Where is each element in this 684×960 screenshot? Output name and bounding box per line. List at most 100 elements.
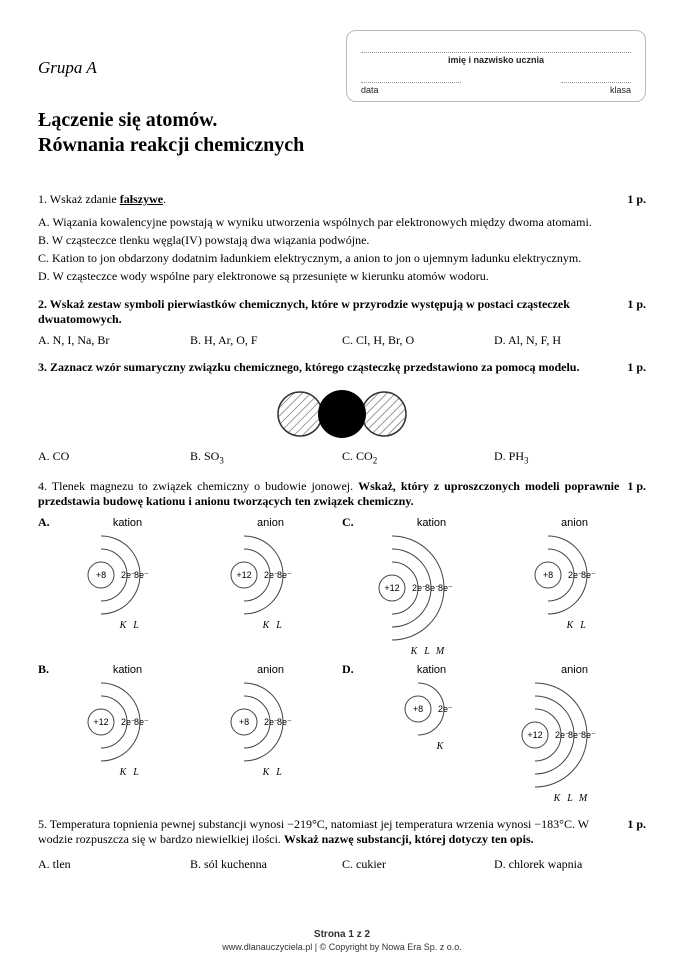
q5-points: 1 p.: [627, 817, 646, 847]
q3-b[interactable]: B. SO3: [190, 449, 342, 465]
title-line-2: Równania reakcji chemicznych: [38, 133, 646, 158]
svg-text:8e⁻: 8e⁻: [277, 570, 292, 580]
q4-points: 1 p.: [627, 479, 646, 509]
kation-diagram: +122e⁻8e⁻8e⁻KLM: [360, 534, 503, 656]
anion-label: anion: [199, 664, 342, 676]
date-label: data: [361, 85, 379, 95]
q1-points: 1 p.: [627, 192, 646, 207]
kation-label: kation: [56, 664, 199, 676]
svg-text:+12: +12: [527, 730, 542, 740]
q5-d[interactable]: D. chlorek wapnia: [494, 857, 646, 872]
svg-text:L: L: [566, 793, 573, 804]
q5-c[interactable]: C. cukier: [342, 857, 494, 872]
page-number: Strona 1 z 2: [0, 929, 684, 940]
svg-text:8e⁻: 8e⁻: [438, 583, 453, 593]
kation-diagram: +122e⁻8e⁻KL: [56, 681, 199, 777]
option-letter: B.: [38, 662, 56, 677]
svg-text:K: K: [261, 620, 270, 631]
question-5: 5. Temperatura topnienia pewnej substanc…: [38, 817, 646, 872]
svg-text:K: K: [565, 620, 574, 631]
kation-label: kation: [360, 664, 503, 676]
q3-points: 1 p.: [627, 360, 646, 375]
svg-text:+12: +12: [93, 717, 108, 727]
q4-option-b[interactable]: B.kationanion+122e⁻8e⁻KL+82e⁻8e⁻KL: [38, 662, 342, 803]
kation-diagram: +82e⁻8e⁻KL: [56, 534, 199, 630]
q5-b[interactable]: B. sól kuchenna: [190, 857, 342, 872]
q1-prompt: 1. Wskaż zdanie fałszywe.: [38, 192, 627, 207]
class-line[interactable]: [561, 71, 631, 83]
kation-label: kation: [360, 517, 503, 529]
q3-options: A. CO B. SO3 C. CO2 D. PH3: [38, 449, 646, 465]
svg-text:+12: +12: [236, 570, 251, 580]
svg-text:L: L: [275, 767, 282, 778]
anion-diagram: +122e⁻8e⁻KL: [199, 534, 342, 630]
question-2: 2. Wskaż zestaw symboli pierwiastków che…: [38, 297, 646, 348]
svg-text:K: K: [118, 767, 127, 778]
q2-a[interactable]: A. N, I, Na, Br: [38, 333, 190, 348]
copyright: www.dlanauczyciela.pl | © Copyright by N…: [0, 942, 684, 952]
date-line[interactable]: [361, 71, 461, 83]
title-line-1: Łączenie się atomów.: [38, 108, 646, 133]
svg-text:M: M: [434, 646, 444, 657]
q4-models: A.kationanion+82e⁻8e⁻KL+122e⁻8e⁻KLC.kati…: [38, 515, 646, 803]
anion-label: anion: [503, 517, 646, 529]
svg-text:M: M: [577, 793, 587, 804]
option-letter: A.: [38, 515, 56, 530]
svg-text:K: K: [552, 793, 561, 804]
anion-diagram: +122e⁻8e⁻8e⁻KLM: [503, 681, 646, 803]
q1-a[interactable]: A. Wiązania kowalencyjne powstają w wyni…: [38, 213, 646, 231]
page-footer: Strona 1 z 2 www.dlanauczyciela.pl | © C…: [0, 929, 684, 952]
question-1: 1. Wskaż zdanie fałszywe. 1 p. A. Wiązan…: [38, 192, 646, 285]
svg-text:K: K: [118, 620, 127, 631]
option-letter: D.: [342, 662, 360, 677]
molecule-icon: [272, 389, 412, 439]
q1-c[interactable]: C. Kation to jon obdarzony dodatnim ładu…: [38, 249, 646, 267]
anion-diagram: +82e⁻8e⁻KL: [199, 681, 342, 777]
kation-diagram: +82e⁻K: [360, 681, 503, 803]
q4-option-c[interactable]: C.kationanion+122e⁻8e⁻8e⁻KLM+82e⁻8e⁻KL: [342, 515, 646, 656]
q3-molecule-model: [38, 389, 646, 439]
q2-b[interactable]: B. H, Ar, O, F: [190, 333, 342, 348]
kation-label: kation: [56, 517, 199, 529]
q2-c[interactable]: C. Cl, H, Br, O: [342, 333, 494, 348]
svg-text:+8: +8: [95, 570, 105, 580]
q1-d[interactable]: D. W cząsteczce wody wspólne pary elektr…: [38, 267, 646, 285]
q3-a[interactable]: A. CO: [38, 449, 190, 465]
q3-prompt: 3. Zaznacz wzór sumaryczny związku chemi…: [38, 360, 627, 375]
anion-label: anion: [503, 664, 646, 676]
svg-text:+12: +12: [384, 583, 399, 593]
q2-options: A. N, I, Na, Br B. H, Ar, O, F C. Cl, H,…: [38, 333, 646, 348]
q1-answers: A. Wiązania kowalencyjne powstają w wyni…: [38, 213, 646, 285]
q1-b[interactable]: B. W cząsteczce tlenku węgla(IV) powstaj…: [38, 231, 646, 249]
question-3: 3. Zaznacz wzór sumaryczny związku chemi…: [38, 360, 646, 465]
q5-a[interactable]: A. tlen: [38, 857, 190, 872]
svg-text:+8: +8: [412, 704, 422, 714]
svg-text:+8: +8: [542, 570, 552, 580]
q3-c[interactable]: C. CO2: [342, 449, 494, 465]
name-line[interactable]: [361, 37, 631, 53]
q2-d[interactable]: D. Al, N, F, H: [494, 333, 646, 348]
svg-text:L: L: [423, 646, 430, 657]
name-caption: imię i nazwisko ucznia: [361, 55, 631, 65]
svg-text:8e⁻: 8e⁻: [581, 570, 596, 580]
q5-options: A. tlen B. sól kuchenna C. cukier D. chl…: [38, 857, 646, 872]
class-label: klasa: [610, 85, 631, 95]
header: Grupa A imię i nazwisko ucznia data klas…: [38, 30, 646, 102]
svg-text:2e⁻: 2e⁻: [438, 704, 453, 714]
worksheet-title: Łączenie się atomów. Równania reakcji ch…: [38, 108, 646, 158]
option-letter: C.: [342, 515, 360, 530]
svg-text:K: K: [409, 646, 418, 657]
svg-text:L: L: [132, 620, 139, 631]
question-4: 4. Tlenek magnezu to związek chemiczny o…: [38, 479, 646, 803]
svg-text:8e⁻: 8e⁻: [277, 717, 292, 727]
q5-prompt: 5. Temperatura topnienia pewnej substanc…: [38, 817, 627, 847]
q4-option-d[interactable]: D.kationanion+82e⁻K+122e⁻8e⁻8e⁻KLM: [342, 662, 646, 803]
anion-diagram: +82e⁻8e⁻KL: [503, 534, 646, 656]
svg-text:8e⁻: 8e⁻: [581, 730, 596, 740]
q3-d[interactable]: D. PH3: [494, 449, 646, 465]
q2-prompt: 2. Wskaż zestaw symboli pierwiastków che…: [38, 297, 627, 327]
group-label: Grupa A: [38, 58, 97, 78]
q2-points: 1 p.: [627, 297, 646, 327]
q4-prompt: 4. Tlenek magnezu to związek chemiczny o…: [38, 479, 627, 509]
q4-option-a[interactable]: A.kationanion+82e⁻8e⁻KL+122e⁻8e⁻KL: [38, 515, 342, 656]
